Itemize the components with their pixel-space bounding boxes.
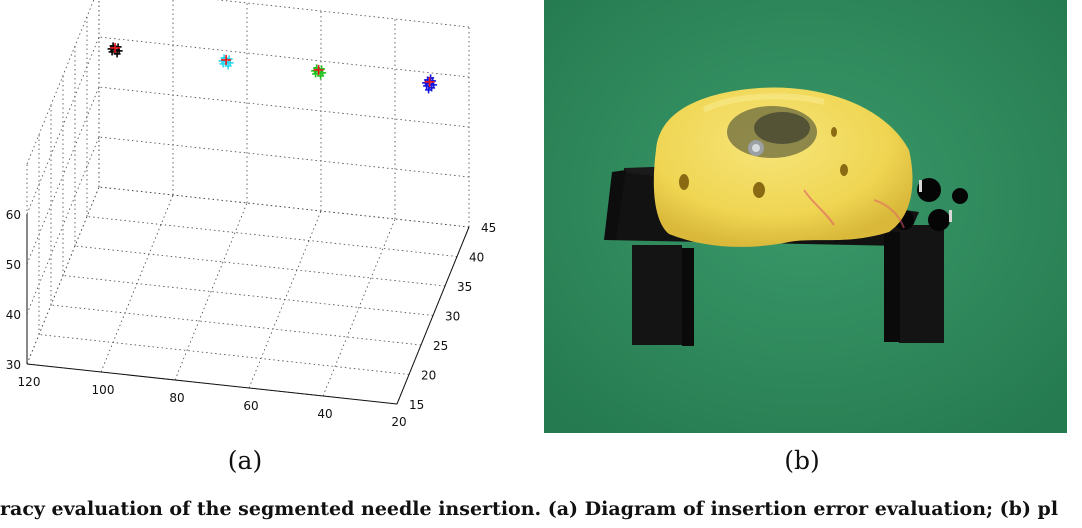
insertion-error-plot: 120 100 80 60 40 20 15 20 25 30 35 40 45 30 40 50 60 <box>0 0 520 445</box>
axis-b-tick-label: 35 <box>457 280 472 294</box>
floor-grid-line <box>86 216 458 257</box>
yellow-phantom <box>653 87 913 247</box>
cluster-point <box>107 45 115 53</box>
floor-grid-line <box>38 334 410 375</box>
cluster-point <box>218 57 226 65</box>
axis-c-tick-label: 60 <box>6 208 21 222</box>
axis-b-tick-label: 30 <box>445 310 460 324</box>
phantom-photo-svg <box>544 0 1067 433</box>
floor-grid-line <box>74 245 446 287</box>
target-marker <box>221 54 232 65</box>
phantom-photo <box>544 0 1067 433</box>
floor-grid-line <box>174 202 248 381</box>
side-wall-grid-line <box>26 86 100 265</box>
axis-a-tick-label: 20 <box>391 415 406 429</box>
cluster-point <box>311 67 319 75</box>
axis-c-tick-label: 40 <box>6 308 21 322</box>
side-wall-grid-line <box>26 136 100 315</box>
plot-points <box>107 42 438 94</box>
cluster-point <box>425 86 433 94</box>
back-wall-grid-line <box>98 86 470 128</box>
floor-grid-line <box>50 304 422 346</box>
cluster-point <box>427 74 435 82</box>
axis-b-tick-label: 45 <box>481 221 496 235</box>
axis-b-tick-label: 15 <box>409 398 424 412</box>
side-wall-grid-line <box>26 36 100 215</box>
plot-grid <box>26 0 470 405</box>
back-wall-grid-line <box>98 186 470 228</box>
figure-caption: racy evaluation of the segmented needle … <box>0 498 1059 520</box>
panel-a-label: (a) <box>227 446 263 475</box>
axis-a-tick-label: 100 <box>92 383 115 397</box>
side-wall-grid-line <box>26 186 100 365</box>
axis-a-tick-label: 80 <box>169 391 184 405</box>
axis-a-tick-label: 60 <box>243 399 258 413</box>
back-wall-grid-line <box>98 136 470 178</box>
target-marker <box>424 76 435 87</box>
axis-a-tick-label: 40 <box>317 407 332 421</box>
cluster-point <box>422 79 430 87</box>
panel-b-label: (b) <box>784 446 820 475</box>
floor-grid-line <box>62 275 434 316</box>
axis-b-tick-label: 40 <box>469 251 484 265</box>
target-marker <box>313 64 324 75</box>
axis-c-tick-label: 30 <box>6 358 21 372</box>
floor-grid-line <box>322 218 396 397</box>
axis-a-line <box>26 363 398 405</box>
axis-c-tick-label: 50 <box>6 258 21 272</box>
back-wall-grid-line <box>98 36 470 78</box>
axis-b-tick-label: 20 <box>421 369 436 383</box>
axis-b-line <box>396 226 470 405</box>
axis-b-tick-label: 25 <box>433 339 448 353</box>
target-marker <box>110 42 121 53</box>
back-wall-grid-line <box>215 0 470 28</box>
axis-a-tick-label: 120 <box>18 375 41 389</box>
side-wall-grid-line <box>26 0 95 165</box>
